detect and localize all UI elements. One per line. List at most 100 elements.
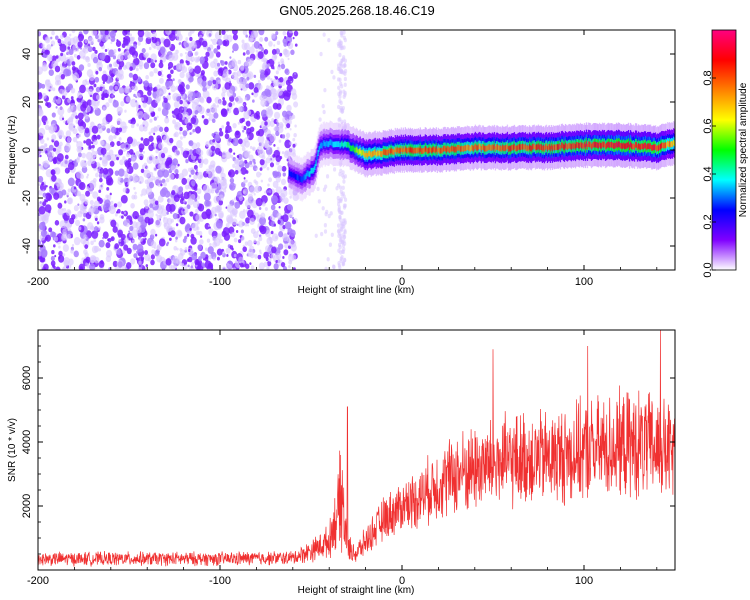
residual-noise-blob <box>343 68 348 74</box>
noise-blob <box>64 200 67 204</box>
y-tick-label: 6000 <box>21 366 33 390</box>
residual-noise-blob <box>338 52 342 58</box>
noise-blob <box>163 222 167 227</box>
noise-blob <box>40 256 46 263</box>
noise-blob <box>172 119 177 125</box>
noise-blob <box>93 83 97 88</box>
residual-noise-blob <box>342 203 347 208</box>
noise-blob <box>275 235 278 240</box>
noise-blob <box>206 108 211 114</box>
noise-blob <box>86 186 90 191</box>
noise-blob <box>254 254 258 259</box>
noise-blob <box>242 52 246 56</box>
noise-blob <box>213 70 219 77</box>
noise-blob <box>140 137 144 141</box>
noise-blob <box>263 251 269 259</box>
noise-blob <box>52 99 55 103</box>
noise-blob <box>130 202 135 209</box>
noise-blob <box>119 159 124 166</box>
noise-blob <box>70 96 74 100</box>
noise-blob <box>113 99 116 103</box>
noise-blob <box>293 101 299 108</box>
noise-blob <box>177 163 180 167</box>
noise-blob <box>234 170 239 175</box>
noise-blob <box>44 36 51 44</box>
noise-blob <box>47 54 53 62</box>
noise-blob <box>178 131 182 135</box>
noise-blob <box>109 30 116 39</box>
noise-blob <box>265 257 269 262</box>
noise-blob <box>137 175 144 185</box>
noise-blob <box>182 208 185 212</box>
noise-blob <box>237 59 242 65</box>
noise-blob <box>273 144 276 147</box>
residual-noise-blob <box>341 191 345 196</box>
noise-blob <box>267 153 271 157</box>
noise-blob <box>124 65 127 69</box>
noise-blob <box>185 84 190 90</box>
noise-blob <box>64 167 70 174</box>
noise-blob <box>277 65 282 71</box>
noise-blob <box>225 263 233 270</box>
noise-blob <box>281 134 286 139</box>
noise-blob <box>290 49 295 56</box>
noise-blob <box>124 160 131 168</box>
noise-blob <box>178 42 181 46</box>
noise-blob <box>59 34 64 40</box>
noise-blob <box>207 224 210 228</box>
noise-blob <box>280 261 286 268</box>
noise-blob <box>106 89 111 95</box>
noise-blob <box>253 192 256 196</box>
noise-blob <box>275 76 279 80</box>
noise-blob <box>110 73 115 78</box>
x-tick-label: -100 <box>209 276 231 288</box>
noise-blob <box>120 194 128 204</box>
noise-blob <box>95 172 99 178</box>
residual-noise-blob <box>341 170 345 175</box>
noise-blob <box>101 96 104 100</box>
noise-blob <box>48 210 51 214</box>
noise-blob <box>51 231 57 238</box>
noise-blob <box>67 98 71 103</box>
noise-blob <box>153 132 156 136</box>
noise-blob <box>87 37 94 45</box>
residual-noise-blob <box>341 239 345 245</box>
noise-blob <box>157 169 164 178</box>
noise-blob <box>143 199 149 206</box>
noise-blob <box>208 254 212 260</box>
noise-blob <box>107 48 110 52</box>
noise-blob <box>50 255 55 261</box>
noise-blob <box>229 184 233 190</box>
noise-blob <box>233 152 236 155</box>
noise-blob <box>98 124 101 128</box>
noise-blob <box>239 118 244 124</box>
noise-blob <box>246 135 250 139</box>
noise-blob <box>291 92 298 100</box>
noise-blob <box>266 75 271 80</box>
noise-blob <box>63 60 67 64</box>
noise-blob <box>199 239 204 245</box>
noise-blob <box>45 150 48 154</box>
noise-blob <box>42 201 47 207</box>
noise-blob <box>87 222 94 230</box>
noise-blob <box>85 56 91 63</box>
noise-blob <box>102 106 106 111</box>
noise-blob <box>201 114 205 119</box>
noise-blob <box>105 255 112 263</box>
noise-blob <box>195 168 198 172</box>
noise-blob <box>135 104 139 108</box>
noise-blob <box>50 260 56 267</box>
noise-blob <box>113 49 117 54</box>
noise-blob <box>266 190 269 193</box>
noise-blob <box>257 51 264 59</box>
noise-blob <box>270 88 278 98</box>
noise-blob <box>260 179 264 183</box>
noise-blob <box>224 133 230 140</box>
noise-blob <box>93 239 97 243</box>
noise-blob <box>186 233 190 237</box>
noise-blob <box>260 212 266 219</box>
noise-blob <box>145 74 149 80</box>
noise-blob <box>200 159 205 164</box>
noise-blob <box>259 225 267 235</box>
noise-blob <box>216 104 219 108</box>
